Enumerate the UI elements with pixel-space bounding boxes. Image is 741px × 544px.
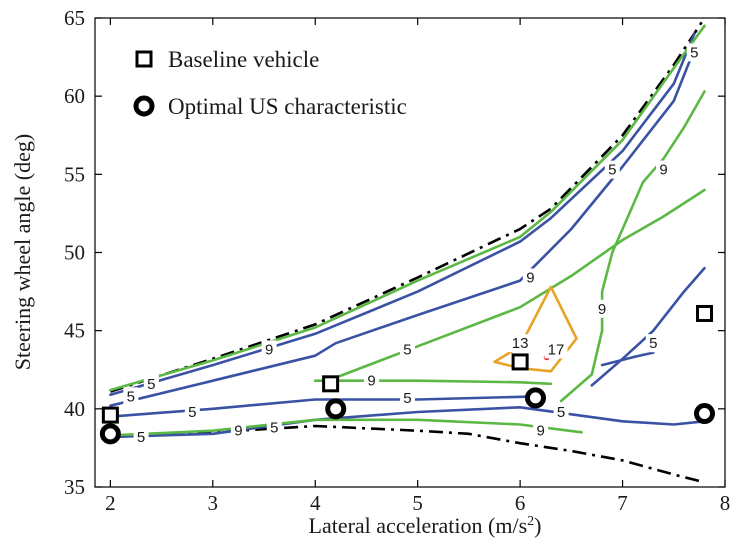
contour-label-17: 17 bbox=[548, 341, 565, 358]
contour-label-bg bbox=[399, 388, 415, 407]
contour-line-level-9 bbox=[334, 188, 706, 379]
x-tick-label: 7 bbox=[617, 491, 628, 515]
contour-line-level-9 bbox=[313, 379, 553, 386]
x-axis-label: Lateral acceleration (m/s2) bbox=[309, 513, 542, 538]
contour-label-9: 9 bbox=[234, 423, 242, 440]
contour-line-level-5 bbox=[109, 394, 542, 418]
contour-label-bg bbox=[544, 340, 568, 359]
baseline-vehicle-marker bbox=[322, 375, 340, 393]
y-tick-label: 45 bbox=[64, 319, 85, 343]
x-tick-label: 8 bbox=[720, 491, 731, 515]
contour-label-bg bbox=[230, 421, 246, 440]
contour-label-5: 5 bbox=[127, 388, 135, 405]
y-tick-label: 35 bbox=[64, 475, 85, 499]
contour-label-bg bbox=[266, 418, 282, 437]
y-tick-label: 65 bbox=[64, 6, 85, 30]
legend-label-optimal: Optimal US characteristic bbox=[168, 94, 407, 119]
contour-line-level-5 bbox=[590, 266, 706, 387]
contour-line-level-13 bbox=[493, 285, 578, 373]
baseline-vehicle-marker bbox=[511, 353, 529, 371]
y-tick-label: 55 bbox=[64, 162, 85, 186]
contour-line-level-9 bbox=[109, 418, 583, 437]
contour-label-bg bbox=[594, 299, 610, 318]
contour-label-5: 5 bbox=[403, 390, 411, 407]
contour-line-level-5 bbox=[109, 47, 696, 408]
x-tick-label: 5 bbox=[412, 491, 423, 515]
baseline-vehicle-marker bbox=[696, 304, 714, 322]
x-tick-label: 2 bbox=[105, 491, 116, 515]
contour-label-5: 5 bbox=[137, 429, 145, 446]
contour-label-bg bbox=[133, 427, 149, 446]
contour-label-bg bbox=[533, 421, 549, 440]
contour-label-bg bbox=[184, 402, 200, 421]
contour-label-13: 13 bbox=[512, 335, 529, 352]
contour-label-bg bbox=[123, 387, 139, 406]
optimal-us-marker bbox=[99, 423, 121, 445]
y-axis-label: Steering wheel angle (deg) bbox=[10, 134, 35, 370]
contour-label-5: 5 bbox=[649, 335, 657, 352]
optimal-us-marker bbox=[524, 387, 546, 409]
contour-label-9: 9 bbox=[265, 341, 273, 358]
optimal-us-marker bbox=[325, 398, 347, 420]
legend-marker-optimal bbox=[133, 95, 155, 117]
contour-line-level-9 bbox=[559, 90, 706, 403]
contour-line-level-5 bbox=[109, 32, 696, 397]
legend-label-baseline: Baseline vehicle bbox=[168, 47, 319, 72]
baseline-vehicle-marker bbox=[101, 406, 119, 424]
x-tick-label: 3 bbox=[208, 491, 219, 515]
boundary-line-lower bbox=[110, 424, 705, 484]
contour-label-bg bbox=[656, 160, 672, 179]
contour-label-5: 5 bbox=[403, 341, 411, 358]
contour-label-5: 5 bbox=[147, 376, 155, 393]
contour-label-bg bbox=[508, 334, 532, 353]
contour-label-9: 9 bbox=[526, 270, 534, 287]
contour-label-bg bbox=[522, 268, 538, 287]
optimal-us-marker bbox=[694, 403, 716, 425]
contour-label-bg bbox=[143, 374, 159, 393]
contour-label-5: 5 bbox=[188, 404, 196, 421]
y-tick-label: 50 bbox=[64, 241, 85, 265]
contour-label-bg bbox=[553, 402, 569, 421]
legend-marker-baseline bbox=[135, 50, 153, 68]
x-tick-label: 4 bbox=[310, 491, 321, 515]
contour-label-bg bbox=[686, 43, 702, 62]
contour-label-bg bbox=[261, 340, 277, 359]
x-tick-label: 6 bbox=[515, 491, 526, 515]
contour-label-9: 9 bbox=[598, 301, 606, 318]
contour-label-bg bbox=[364, 371, 380, 390]
contour-label-5: 5 bbox=[557, 404, 565, 421]
contour-label-5: 5 bbox=[270, 420, 278, 437]
contour-line-level-5 bbox=[600, 351, 655, 367]
contour-label-5: 5 bbox=[690, 44, 698, 61]
contour-label-9: 9 bbox=[659, 162, 667, 179]
contour-label-bg bbox=[645, 334, 661, 353]
contour-label-bg bbox=[399, 340, 415, 359]
contour-line-level-5 bbox=[109, 405, 706, 439]
boundary-line-upper bbox=[110, 17, 706, 393]
y-tick-label: 60 bbox=[64, 84, 85, 108]
contour-line-level-9 bbox=[109, 24, 706, 392]
contour-label-bg bbox=[604, 160, 620, 179]
contour-label-5: 5 bbox=[608, 162, 616, 179]
legend: Baseline vehicle Optimal US characterist… bbox=[133, 47, 407, 119]
contour-label-9: 9 bbox=[536, 423, 544, 440]
y-tick-label: 40 bbox=[64, 397, 85, 421]
contour-label-9: 9 bbox=[367, 373, 375, 390]
